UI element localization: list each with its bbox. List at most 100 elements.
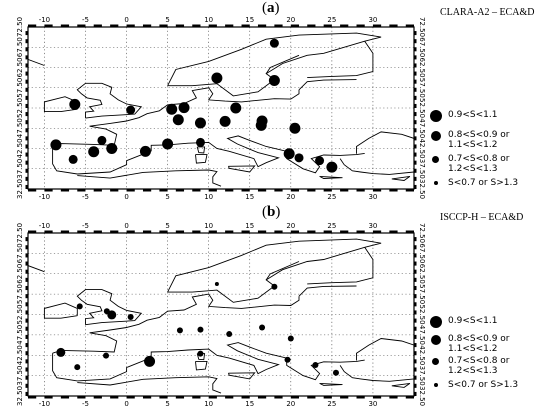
lon-tick-label: 30 — [368, 222, 377, 230]
lat-tick-label: 32.50 — [16, 386, 24, 406]
lat-tick-label: 32.50 — [418, 386, 426, 406]
station-dot-large — [162, 138, 174, 150]
station-dot-large — [178, 102, 190, 114]
lon-tick-label: 0 — [124, 222, 128, 230]
lon-tick-label: 25 — [327, 193, 336, 201]
lat-tick-label: 62.50 — [16, 264, 24, 284]
lon-tick-label: 30 — [368, 16, 377, 24]
station-dot-small — [287, 335, 294, 342]
lon-tick-label: 0 — [124, 400, 128, 408]
grid-lines — [28, 232, 414, 396]
panel-b-label: (b) — [262, 204, 281, 220]
lon-tick-label: 15 — [245, 16, 254, 24]
lon-tick-label: 20 — [286, 222, 295, 230]
station-dot-tiny — [214, 281, 219, 286]
legend-label: 0.9<S<1.1 — [448, 110, 498, 120]
station-dot-medium — [97, 135, 107, 145]
lat-tick-label: 47.50 — [418, 118, 426, 138]
station-dot-small — [197, 350, 204, 357]
lon-tick-label: 30 — [368, 400, 377, 408]
station-dot-medium — [315, 156, 325, 166]
station-dot-large — [326, 161, 338, 173]
lat-tick-label: 62.50 — [418, 57, 426, 77]
lon-tick-label: 5 — [165, 400, 169, 408]
lat-tick-label: 57.50 — [418, 284, 426, 304]
lon-tick-label: 10 — [204, 400, 213, 408]
legend-marker-large — [430, 110, 442, 122]
lon-tick-label: 20 — [286, 16, 295, 24]
lat-tick-label: 62.50 — [16, 57, 24, 77]
lon-tick-label: 15 — [245, 222, 254, 230]
lon-tick-label: 25 — [327, 400, 336, 408]
legend-label: 0.9<S<1.1 — [448, 316, 498, 326]
station-dot-small — [74, 364, 81, 371]
station-dot-small — [197, 326, 204, 333]
lat-tick-label: 57.50 — [16, 78, 24, 98]
station-dot-large — [69, 98, 81, 110]
legend-label: 0.8<S<0.9 or — [448, 334, 510, 344]
lon-tick-label: 5 — [165, 16, 169, 24]
lat-tick-label: 42.50 — [418, 138, 426, 158]
lat-tick-label: 42.50 — [418, 345, 426, 365]
panel-a-title: CLARA-A2 – ECA&D — [440, 7, 535, 18]
lat-tick-label: 47.50 — [16, 118, 24, 138]
lat-tick-label: 52.50 — [418, 304, 426, 324]
legend-label: 0.7<S<0.8 or — [448, 356, 510, 366]
lat-tick-label: 57.50 — [418, 78, 426, 98]
station-dot-small — [103, 352, 110, 359]
lon-tick-label: 25 — [327, 222, 336, 230]
station-dot-medium — [195, 137, 205, 147]
lon-tick-label: 10 — [204, 222, 213, 230]
lat-tick-label: 72.50 — [16, 17, 24, 37]
lon-tick-label: 15 — [245, 193, 254, 201]
legend-label: 0.7<S<0.8 or — [448, 154, 510, 164]
station-dot-large — [268, 74, 280, 86]
legend-marker-medium — [431, 131, 441, 141]
lon-tick-label: 20 — [286, 193, 295, 201]
frame-border-ticks — [25, 230, 417, 399]
lon-tick-label: -5 — [82, 222, 89, 230]
lat-tick-label: 32.50 — [16, 179, 24, 199]
lat-tick-label: 47.50 — [16, 325, 24, 345]
station-dot-large — [230, 102, 242, 114]
station-dot-large — [219, 115, 231, 127]
lat-tick-label: 72.50 — [418, 17, 426, 37]
legend-label: 1.2<S<1.3 — [448, 366, 498, 376]
lon-tick-label: 10 — [204, 193, 213, 201]
lat-tick-label: 42.50 — [16, 345, 24, 365]
lat-tick-label: 32.50 — [418, 179, 426, 199]
station-dot-large — [139, 145, 151, 157]
lat-tick-label: 37.50 — [16, 159, 24, 179]
lat-tick-label: 62.50 — [418, 264, 426, 284]
station-dot-medium — [269, 38, 279, 48]
station-dot-medium — [68, 154, 78, 164]
panel-b-title: ISCCP-H – ECA&D — [440, 212, 524, 223]
station-dot-small — [176, 327, 183, 334]
station-dot-small — [76, 303, 83, 310]
station-dot-large — [283, 148, 295, 160]
station-dot-medium — [107, 310, 117, 320]
station-dot-small — [271, 283, 278, 290]
station-dot-large — [166, 103, 178, 115]
station-dot-large — [144, 355, 156, 367]
lat-tick-label: 37.50 — [16, 366, 24, 386]
lon-tick-label: 5 — [165, 222, 169, 230]
lon-tick-label: -10 — [39, 16, 50, 24]
coastline — [28, 238, 414, 394]
station-dot-large — [106, 143, 118, 154]
station-dot-small — [127, 313, 134, 320]
lon-tick-label: 10 — [204, 16, 213, 24]
station-dot-small — [259, 324, 266, 331]
legend-label: S<0.7 or S>1.3 — [448, 178, 519, 188]
lat-tick-label: 52.50 — [16, 304, 24, 324]
lon-tick-label: -5 — [82, 400, 89, 408]
lat-tick-label: 67.50 — [16, 37, 24, 57]
lon-tick-label: 0 — [124, 193, 128, 201]
lon-tick-label: 15 — [245, 400, 254, 408]
legend-label: 1.1<S<1.2 — [448, 344, 498, 354]
station-markers — [50, 38, 338, 173]
legend-marker-medium — [431, 335, 441, 345]
station-dot-small — [332, 369, 339, 376]
